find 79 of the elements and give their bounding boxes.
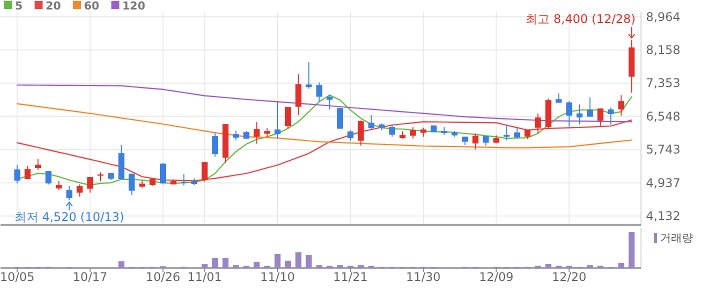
candlestick (586, 96, 593, 118)
candlestick (576, 104, 583, 125)
candlestick (306, 62, 312, 90)
y-tick-label: 8,964 (646, 10, 680, 24)
candlestick (410, 126, 416, 140)
bar (337, 265, 344, 268)
x-tick-label: 12/20 (552, 270, 586, 284)
bar (232, 265, 239, 268)
candlestick (337, 108, 344, 130)
bar (295, 252, 302, 268)
x-tick-label: 11/10 (260, 270, 295, 284)
candlestick (212, 132, 218, 158)
candlestick (56, 180, 62, 191)
candlestick (566, 100, 572, 128)
candlestick (274, 100, 281, 140)
candlestick (295, 74, 302, 116)
candlestick (608, 106, 614, 126)
bar (254, 262, 260, 268)
candlestick (76, 184, 83, 198)
x-tick-label: 12/09 (478, 270, 514, 284)
bar (358, 265, 364, 268)
bar (545, 264, 552, 268)
x-tick-label: 10/05 (0, 270, 35, 284)
bar (202, 264, 208, 268)
x-tick-label: 10/26 (146, 270, 180, 284)
x-tick-label: 11/01 (187, 270, 222, 284)
candlestick (514, 128, 520, 139)
x-tick-label: 11/30 (406, 270, 441, 284)
y-tick-label: 8,158 (646, 43, 680, 58)
candlestick (534, 112, 541, 134)
bar (586, 265, 593, 268)
candlestick (160, 162, 166, 185)
candlestick (618, 94, 624, 116)
legend-label: 20 (46, 0, 62, 12)
bar (618, 262, 624, 268)
candlestick (316, 82, 322, 102)
bar (118, 261, 124, 268)
x-tick-label: 11/21 (333, 270, 368, 284)
y-tick-label: 5,743 (646, 142, 680, 157)
candlestick (254, 122, 260, 144)
y-tick-label: 4,132 (646, 209, 680, 224)
y-tick-label: 4,937 (646, 176, 680, 190)
candlestick (556, 92, 562, 104)
x-tick-label: 10/17 (72, 270, 108, 284)
annotation: 최저 4,520 (10/13) (14, 210, 124, 224)
candlestick (284, 106, 291, 130)
bar (212, 258, 218, 268)
annotation: 최고 8,400 (12/28) (526, 12, 636, 26)
legend-label: 5 (15, 0, 23, 12)
legend-label: 거래량 (660, 232, 693, 244)
legend-label: 60 (84, 0, 100, 12)
candlestick (347, 130, 354, 142)
line-series (16, 103, 632, 148)
candlestick (35, 158, 42, 171)
candlestick (14, 164, 20, 184)
candlestick (232, 130, 239, 141)
bar (274, 254, 281, 268)
candlestick (128, 173, 135, 196)
y-tick-label: 6,548 (646, 109, 680, 124)
candlestick (389, 124, 396, 138)
candlestick (472, 132, 478, 150)
candlestick (24, 166, 31, 180)
bar (222, 258, 228, 268)
candlestick (180, 174, 187, 186)
bar (306, 255, 312, 268)
legend-label: 120 (122, 0, 146, 12)
candlestick (66, 186, 72, 201)
bar (284, 260, 291, 268)
y-tick-label: 7,353 (646, 76, 680, 90)
candlestick (368, 114, 374, 130)
bar (316, 265, 322, 268)
candlestick (326, 94, 333, 110)
candlestick (358, 120, 364, 146)
candlestick (482, 136, 489, 146)
candlestick (597, 108, 604, 127)
bar (628, 232, 635, 268)
candlestick (202, 162, 208, 182)
candlestick (45, 170, 52, 185)
candlestick (87, 176, 94, 194)
